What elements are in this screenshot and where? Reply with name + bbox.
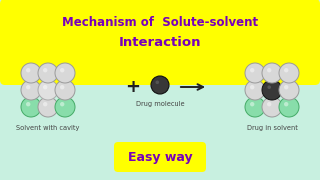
Text: Interaction: Interaction xyxy=(119,35,201,48)
Circle shape xyxy=(250,68,254,72)
Bar xyxy=(57,71,58,75)
Circle shape xyxy=(43,102,47,106)
Bar xyxy=(57,105,58,109)
Circle shape xyxy=(284,85,288,89)
Bar xyxy=(281,88,282,92)
Circle shape xyxy=(38,63,58,83)
Circle shape xyxy=(245,97,265,117)
Circle shape xyxy=(43,85,47,89)
Circle shape xyxy=(21,80,41,100)
Circle shape xyxy=(21,97,41,117)
Bar xyxy=(281,105,282,109)
Circle shape xyxy=(250,85,254,89)
FancyBboxPatch shape xyxy=(114,142,206,172)
Circle shape xyxy=(55,80,75,100)
Bar xyxy=(39,88,41,92)
Text: +: + xyxy=(125,78,140,96)
Circle shape xyxy=(245,63,265,83)
Bar xyxy=(263,105,265,109)
Circle shape xyxy=(267,68,271,72)
Text: Easy way: Easy way xyxy=(128,150,192,163)
Circle shape xyxy=(26,85,30,89)
Circle shape xyxy=(26,102,30,106)
Circle shape xyxy=(38,80,58,100)
Circle shape xyxy=(262,97,282,117)
Bar xyxy=(29,80,33,82)
Circle shape xyxy=(151,76,169,94)
Text: Mechanism of  Solute-solvent: Mechanism of Solute-solvent xyxy=(62,15,258,28)
Circle shape xyxy=(250,102,254,106)
Bar xyxy=(281,71,282,75)
Bar xyxy=(263,71,265,75)
Text: Solvent with cavity: Solvent with cavity xyxy=(16,125,80,131)
Circle shape xyxy=(55,97,75,117)
Text: Drug in solvent: Drug in solvent xyxy=(247,125,297,131)
Circle shape xyxy=(26,68,30,72)
Circle shape xyxy=(262,80,282,100)
Circle shape xyxy=(38,97,58,117)
Circle shape xyxy=(43,68,47,72)
Circle shape xyxy=(55,63,75,83)
Bar xyxy=(39,71,41,75)
Circle shape xyxy=(156,80,159,84)
Bar xyxy=(287,80,291,82)
Circle shape xyxy=(267,102,271,106)
FancyBboxPatch shape xyxy=(0,0,320,85)
Circle shape xyxy=(60,102,64,106)
Circle shape xyxy=(262,63,282,83)
Bar xyxy=(263,88,265,92)
Bar xyxy=(57,88,58,92)
Circle shape xyxy=(21,63,41,83)
Bar xyxy=(46,80,50,82)
Circle shape xyxy=(268,85,271,89)
Circle shape xyxy=(284,102,288,106)
Circle shape xyxy=(284,68,288,72)
Circle shape xyxy=(279,80,299,100)
Bar xyxy=(63,80,67,82)
Circle shape xyxy=(279,63,299,83)
Circle shape xyxy=(60,85,64,89)
Bar xyxy=(253,80,257,82)
Text: Drug molecule: Drug molecule xyxy=(136,101,184,107)
Circle shape xyxy=(245,80,265,100)
Bar xyxy=(39,105,41,109)
Circle shape xyxy=(60,68,64,72)
Bar xyxy=(270,80,274,82)
Circle shape xyxy=(279,97,299,117)
